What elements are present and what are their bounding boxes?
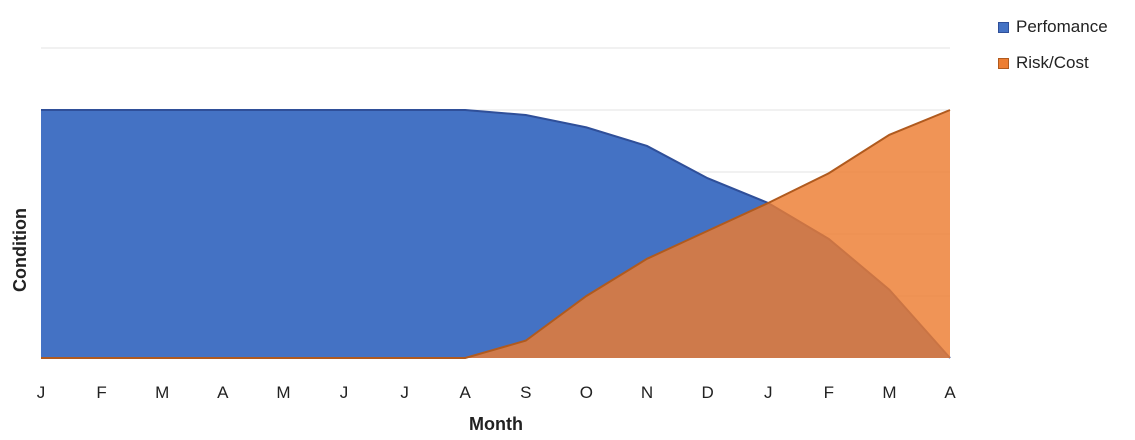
x-tick-label: O bbox=[580, 383, 593, 402]
x-tick-label: M bbox=[276, 383, 290, 402]
x-tick-label: J bbox=[764, 383, 773, 402]
x-axis-title: Month bbox=[469, 414, 523, 434]
x-tick-label: F bbox=[824, 383, 834, 402]
legend-swatch-performance bbox=[998, 21, 1009, 33]
legend-item-performance: Perfomance bbox=[998, 16, 1108, 38]
x-tick-label: A bbox=[217, 383, 229, 402]
legend-swatch-risk-cost bbox=[998, 57, 1009, 69]
x-tick-label: D bbox=[701, 383, 713, 402]
line-risk-cost bbox=[41, 109, 951, 359]
x-tick-label: J bbox=[340, 383, 349, 402]
x-tick-label: N bbox=[641, 383, 653, 402]
x-tick-label: J bbox=[37, 383, 46, 402]
legend: Perfomance Risk/Cost bbox=[998, 16, 1108, 88]
area-risk-cost bbox=[41, 110, 950, 358]
x-tick-label: J bbox=[400, 383, 409, 402]
legend-item-risk-cost: Risk/Cost bbox=[998, 52, 1108, 74]
x-tick-label: A bbox=[460, 383, 472, 402]
x-tick-label: M bbox=[882, 383, 896, 402]
legend-label-risk-cost: Risk/Cost bbox=[1016, 53, 1089, 72]
x-tick-label: A bbox=[944, 383, 956, 402]
x-tick-label: S bbox=[520, 383, 531, 402]
series-areas bbox=[41, 109, 951, 359]
legend-label-performance: Perfomance bbox=[1016, 17, 1108, 36]
x-tick-label: F bbox=[96, 383, 106, 402]
x-tick-label: M bbox=[155, 383, 169, 402]
y-axis-title: Condition bbox=[10, 208, 30, 292]
